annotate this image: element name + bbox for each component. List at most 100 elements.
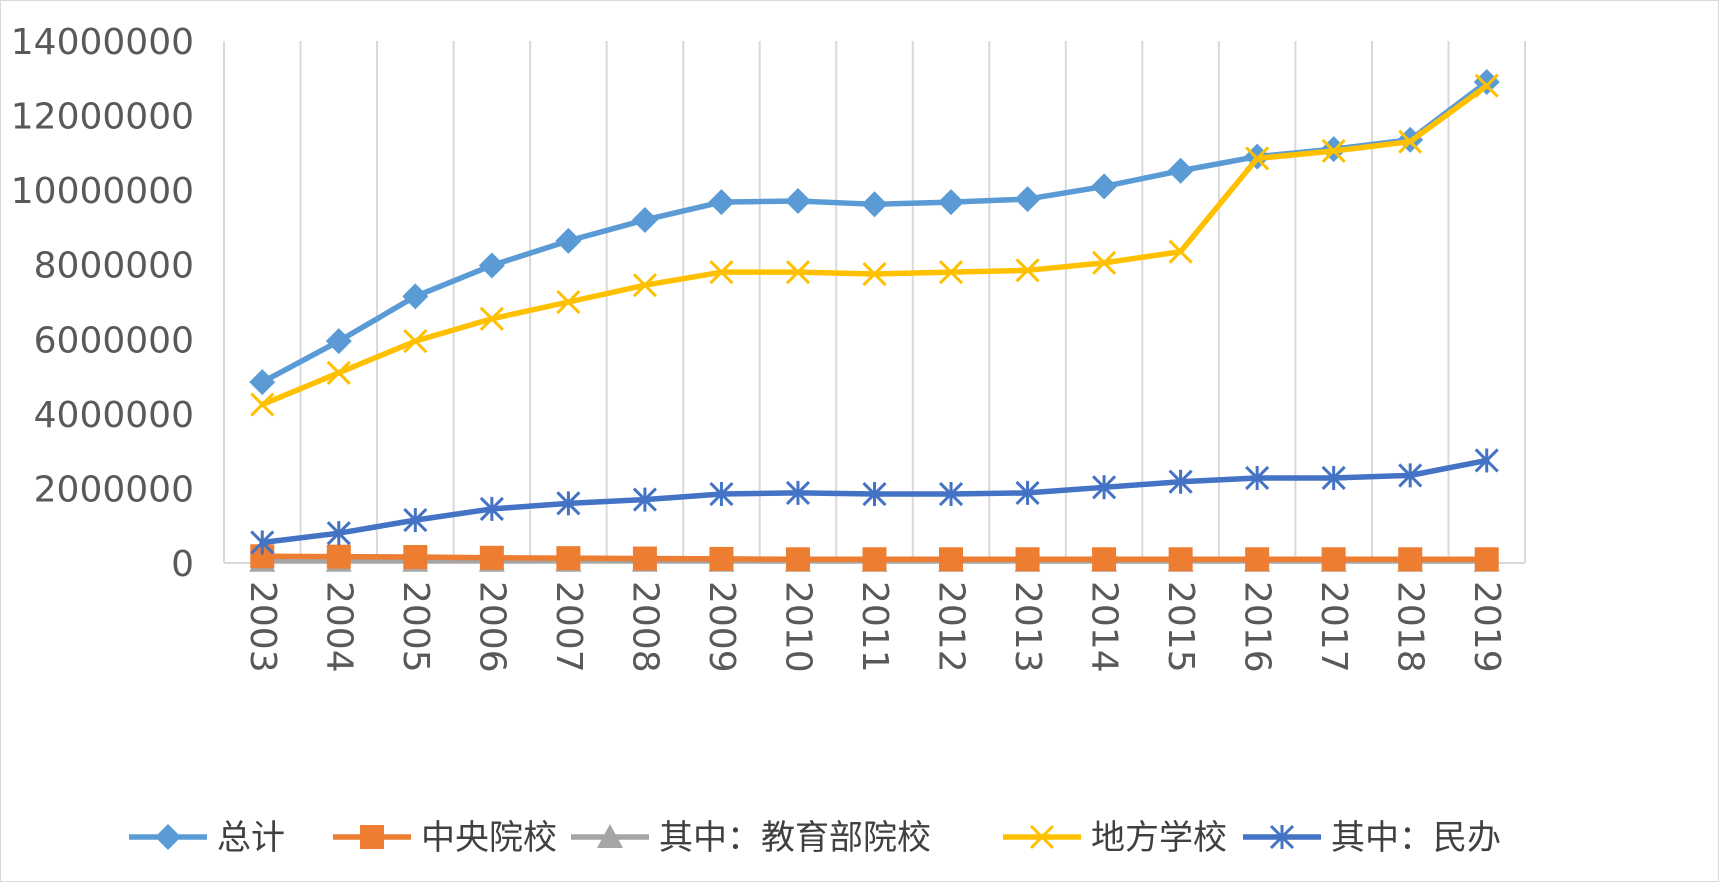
data-point	[938, 481, 964, 507]
marker-x	[785, 260, 811, 285]
data-point	[555, 227, 582, 254]
data-point	[326, 360, 351, 385]
data-point	[1015, 480, 1040, 505]
marker-square	[709, 546, 734, 571]
data-point	[1398, 463, 1423, 488]
marker-square	[939, 547, 964, 572]
x-tick-label: 2018	[1390, 581, 1431, 673]
marker-square	[1168, 547, 1193, 572]
marker-x	[1029, 824, 1055, 850]
data-point	[1092, 475, 1117, 500]
x-tick-label: 2009	[701, 581, 742, 673]
marker-asterisk	[938, 481, 964, 507]
x-tick-label: 2005	[395, 581, 436, 673]
marker-x	[938, 260, 964, 285]
data-point	[1168, 469, 1193, 494]
data-point	[1245, 465, 1270, 491]
data-point	[1474, 547, 1499, 572]
data-point	[861, 191, 888, 218]
marker-asterisk	[632, 487, 657, 512]
data-point	[1092, 547, 1117, 572]
data-point	[1474, 73, 1499, 98]
marker-diamond	[478, 252, 505, 279]
marker-square	[1321, 547, 1346, 572]
marker-diamond	[784, 187, 811, 214]
marker-square	[403, 545, 428, 570]
x-tick-label: 2012	[931, 581, 972, 673]
marker-asterisk	[1092, 475, 1117, 500]
marker-asterisk	[1398, 463, 1423, 488]
data-point	[1091, 173, 1118, 200]
data-point	[250, 530, 275, 555]
data-point	[556, 289, 581, 315]
marker-x	[556, 289, 581, 315]
x-tick-label: 2014	[1084, 581, 1125, 673]
x-tick-label: 2004	[318, 581, 359, 673]
legend-label: 中央院校	[421, 818, 557, 858]
data-point	[632, 546, 657, 571]
marker-triangle	[597, 824, 623, 848]
marker-square	[556, 546, 581, 571]
x-axis-ticks: 2003 2004 2005 2006 2007 2008 2009 2010 2011 2012…	[242, 581, 1507, 673]
marker-square	[1092, 547, 1117, 572]
gridlines	[223, 41, 1526, 563]
data-point	[155, 824, 181, 850]
marker-diamond	[555, 227, 582, 254]
data-point	[1398, 547, 1423, 572]
marker-asterisk	[1168, 469, 1193, 494]
data-point	[1014, 186, 1041, 213]
x-tick-label: 2019	[1466, 581, 1507, 673]
y-tick-label: 14000000	[11, 22, 194, 63]
legend-label: 地方学校	[1091, 818, 1227, 858]
marker-x	[326, 360, 351, 385]
x-tick-label: 2006	[471, 581, 512, 673]
marker-x	[709, 260, 734, 285]
y-tick-label: 6000000	[34, 320, 194, 361]
data-point	[1168, 547, 1193, 572]
marker-diamond	[325, 328, 352, 355]
data-point	[708, 189, 735, 216]
marker-square	[1015, 547, 1040, 572]
data-point	[1321, 138, 1346, 164]
marker-square	[632, 546, 657, 571]
marker-x	[1245, 146, 1270, 171]
data-point	[709, 481, 734, 507]
marker-x	[632, 273, 657, 298]
marker-square	[479, 545, 504, 570]
legend-item: 地方学校	[1003, 818, 1227, 858]
series-4	[250, 448, 1499, 555]
marker-asterisk	[1015, 480, 1040, 505]
x-tick-label: 2011	[854, 581, 895, 673]
marker-asterisk	[1474, 448, 1499, 473]
x-tick-label: 2008	[624, 581, 665, 673]
data-point	[1029, 824, 1055, 850]
marker-diamond	[631, 206, 658, 233]
marker-x	[479, 306, 504, 331]
data-point	[556, 491, 581, 516]
data-point	[1321, 465, 1346, 491]
marker-square	[785, 547, 810, 572]
data-point	[249, 369, 276, 396]
x-tick-label: 2017	[1313, 581, 1354, 673]
legend-label: 其中：教育部院校	[659, 818, 931, 858]
marker-asterisk	[250, 530, 275, 555]
marker-diamond	[1167, 157, 1194, 184]
x-tick-label: 2013	[1007, 581, 1048, 673]
marker-diamond	[1014, 186, 1041, 213]
marker-asterisk	[1269, 824, 1295, 850]
data-point	[632, 487, 657, 512]
marker-x	[1474, 73, 1499, 98]
marker-asterisk	[785, 480, 811, 505]
data-point	[402, 283, 429, 310]
data-point	[785, 260, 811, 285]
data-point	[403, 545, 428, 570]
marker-asterisk	[403, 508, 428, 533]
data-point	[326, 521, 351, 546]
x-tick-label: 2016	[1237, 581, 1278, 673]
marker-x	[250, 392, 275, 417]
legend-item: 总计	[129, 818, 285, 858]
y-tick-label: 2000000	[34, 469, 194, 510]
series-0	[249, 69, 1500, 396]
y-tick-label: 12000000	[11, 97, 194, 138]
